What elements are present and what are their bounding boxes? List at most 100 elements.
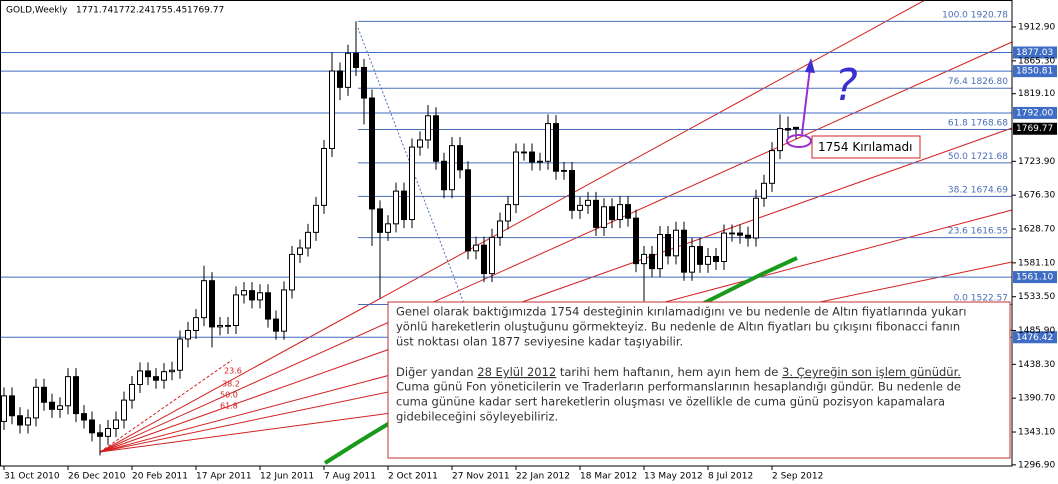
fib-ratio: 76.4	[948, 77, 968, 87]
price-box-label: 1850.81	[1016, 67, 1053, 77]
candle-body	[369, 97, 375, 210]
y-tick-label: 1343.10	[1018, 428, 1055, 438]
x-tick-label: 27 Nov 2011	[452, 472, 510, 482]
current-price-box	[1013, 122, 1057, 135]
plot-frame	[0, 0, 1013, 467]
x-tick-label: 18 Mar 2012	[580, 472, 637, 482]
note-line: Diğer yandan 28 Eylül 2012 tarihi hem ha…	[396, 365, 961, 379]
header-low: 1755.45	[150, 6, 187, 16]
price-box	[1013, 106, 1057, 119]
candle-body	[617, 204, 623, 221]
candle-body	[25, 417, 31, 426]
candle-body	[505, 204, 511, 222]
candle-body	[321, 147, 327, 206]
fib-ratio: 50.0	[948, 151, 968, 161]
fib-ratio: 23.6	[948, 226, 968, 236]
fib-price: 1522.57	[971, 293, 1008, 303]
price-box	[1013, 271, 1057, 284]
note-box	[387, 301, 1011, 459]
fib-label: 23.6 1616.55	[948, 226, 1008, 236]
candle-body	[233, 294, 239, 326]
candle-body	[681, 229, 687, 273]
question-mark: ?	[834, 60, 857, 111]
note-line: Genel olarak baktığımızda 1754 desteğini…	[396, 305, 966, 319]
candle-body	[553, 123, 559, 172]
candle-body	[361, 66, 367, 99]
candle-body	[249, 290, 255, 301]
annotation-box	[811, 135, 921, 159]
y-tick-label: 1296.90	[1018, 460, 1055, 470]
candle-body	[49, 401, 55, 410]
y-tick-label: 1438.30	[1018, 360, 1055, 370]
fan-line	[99, 0, 926, 453]
x-tick-label: 2 Sep 2012	[772, 472, 823, 482]
fib-label: 50.0 1721.68	[948, 151, 1008, 161]
x-tick-label: 13 May 2012	[644, 472, 703, 482]
candle-body	[353, 52, 359, 68]
candle-body	[745, 234, 751, 239]
header-close: 1769.77	[187, 6, 224, 16]
candle-body	[593, 199, 599, 228]
candle-body	[537, 160, 543, 163]
candle-body	[145, 370, 151, 378]
note-line: gidebileceğini söyleyebiliriz.	[396, 410, 558, 424]
candle-body	[409, 146, 415, 221]
candle-body	[177, 338, 183, 371]
annotation: 1754 Kırılamadı	[818, 140, 913, 154]
candle-body	[665, 233, 671, 257]
candle-body	[785, 128, 791, 131]
candle-body	[153, 376, 159, 381]
candle-body	[609, 206, 615, 221]
candle-body	[1, 395, 7, 422]
candle-body	[633, 217, 639, 265]
fib-label: 76.4 1826.80	[948, 77, 1008, 87]
candle-body	[337, 70, 343, 88]
fib-ratio: 100.0	[942, 10, 968, 20]
fib-ratio: 61.8	[948, 118, 968, 128]
candle-body	[529, 151, 535, 163]
fan-base	[99, 359, 233, 453]
note-line: Cuma günü Fon yöneticilerin ve Traderlar…	[396, 380, 961, 394]
candle-body	[521, 151, 527, 154]
candle-body	[497, 220, 503, 238]
candle-body	[657, 233, 663, 270]
candle-body	[57, 405, 63, 410]
fib-trend	[357, 27, 486, 359]
candle-body	[713, 256, 719, 263]
y-tick-label: 1819.10	[1018, 89, 1055, 99]
note-segment: Diğer yandan	[396, 365, 477, 379]
x-tick-label: 22 Jan 2012	[516, 472, 570, 482]
candle-body	[121, 399, 127, 421]
note-line: yönlü hareketlerin oluştuğunu görmekteyi…	[396, 320, 960, 334]
candle-body	[393, 190, 399, 225]
candle-body	[441, 160, 447, 191]
candle-body	[697, 246, 703, 265]
candle-body	[17, 415, 23, 426]
x-tick-label: 12 Jun 2011	[260, 472, 314, 482]
y-tick-label: 1581.10	[1018, 258, 1055, 268]
x-tick-label: 20 Feb 2011	[132, 472, 188, 482]
candle-body	[729, 232, 735, 235]
fib-label: 38.2 1674.69	[948, 185, 1008, 195]
candle-body	[225, 324, 231, 327]
candle-body	[105, 428, 111, 437]
candle-body	[433, 115, 439, 162]
candle-body	[417, 139, 423, 148]
y-tick-label: 1485.90	[1018, 326, 1055, 336]
price-box-label: 1792.00	[1016, 108, 1053, 118]
fib-price: 1826.80	[971, 77, 1008, 87]
candle-body	[81, 413, 87, 421]
price-box-label: 1476.42	[1016, 333, 1053, 343]
candle-body	[329, 70, 335, 149]
candle-body	[689, 246, 695, 273]
y-tick-label: 1676.30	[1018, 191, 1055, 201]
candle-body	[209, 280, 215, 328]
candle-body	[289, 253, 295, 291]
candle-body	[377, 208, 383, 233]
y-tick-label: 1628.70	[1018, 225, 1055, 235]
y-tick-label: 1390.70	[1018, 394, 1055, 404]
fan-label: 38.2	[222, 380, 240, 389]
x-tick-label: 26 Dec 2010	[68, 472, 126, 482]
candle-body	[137, 370, 143, 385]
candle-body	[761, 182, 767, 199]
